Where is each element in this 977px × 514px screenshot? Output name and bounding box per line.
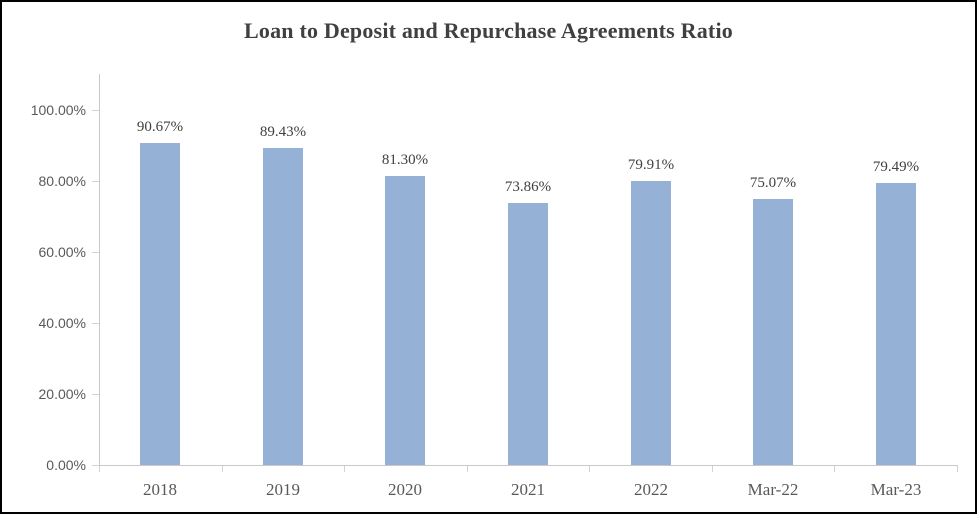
x-tick-label: 2020 (388, 480, 422, 499)
bar (753, 199, 793, 465)
x-tick-label: 2022 (634, 480, 668, 499)
bar-value-label: 79.49% (872, 159, 920, 175)
x-axis-tick (957, 466, 958, 472)
x-axis-tick (99, 466, 100, 472)
x-tick-label: Mar-23 (870, 480, 922, 499)
y-tick-label: 60.00% (38, 244, 86, 260)
x-tick-label: 2019 (266, 480, 300, 499)
x-axis-tick (344, 466, 345, 472)
y-axis-line (99, 74, 100, 466)
bar (508, 203, 548, 465)
y-axis-tick (92, 110, 99, 111)
x-axis-tick (589, 466, 590, 472)
x-axis-tick (834, 466, 835, 472)
chart-title: Loan to Deposit and Repurchase Agreement… (244, 18, 733, 43)
y-axis-tick (92, 181, 99, 182)
x-tick-label: Mar-22 (747, 480, 799, 499)
bar-value-label: 79.91% (627, 157, 675, 173)
bar (631, 181, 671, 465)
y-tick-label: 100.00% (30, 102, 86, 118)
bar-value-label: 89.43% (259, 124, 307, 140)
x-axis-tick (222, 466, 223, 472)
x-axis-tick (467, 466, 468, 472)
x-tick-label: 2018 (143, 480, 177, 499)
y-axis-tick (92, 323, 99, 324)
bar-value-label: 73.86% (504, 179, 552, 195)
bar (140, 143, 180, 465)
y-axis-tick (92, 394, 99, 395)
bar (263, 148, 303, 465)
bar-value-label: 75.07% (749, 175, 797, 191)
y-tick-label: 40.00% (38, 315, 86, 331)
x-axis-tick (712, 466, 713, 472)
bar-value-label: 90.67% (136, 119, 184, 135)
y-tick-label: 20.00% (38, 386, 86, 402)
y-tick-label: 80.00% (38, 173, 86, 189)
bar (876, 183, 916, 465)
x-tick-label: 2021 (511, 480, 545, 499)
y-axis-tick (92, 252, 99, 253)
x-axis-line (99, 465, 958, 466)
bar (385, 176, 425, 465)
y-axis-tick (92, 465, 99, 466)
y-tick-label: 0.00% (46, 457, 86, 473)
bar-value-label: 81.30% (381, 152, 429, 168)
